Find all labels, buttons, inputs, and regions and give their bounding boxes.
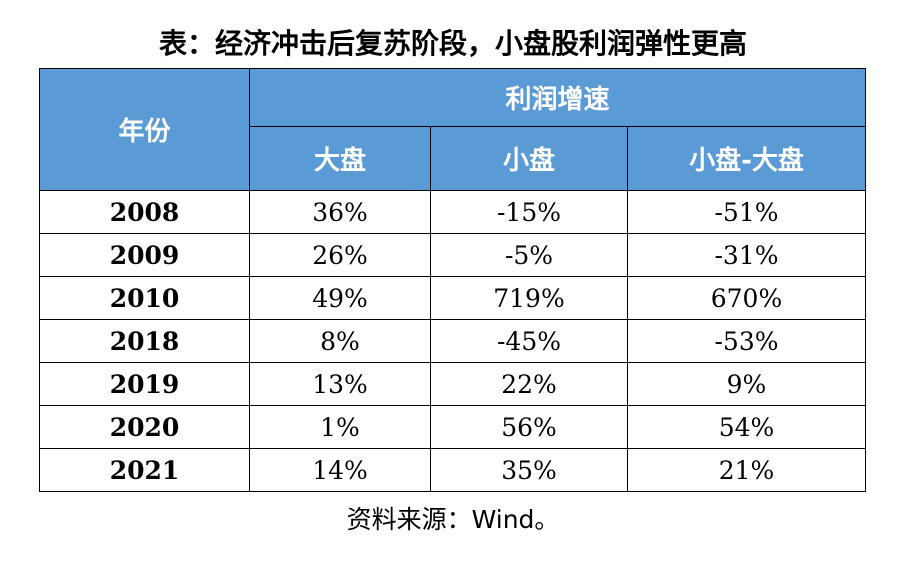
profit-growth-table: 年份 利润增速 大盘 小盘 小盘-大盘 2008 36% -15% -51% 2…	[39, 68, 866, 492]
large-cap-cell: 1%	[249, 405, 431, 449]
source-note: 资料来源：Wind。	[346, 505, 560, 534]
large-cap-cell: 8%	[249, 319, 431, 363]
table-body: 2008 36% -15% -51% 2009 26% -5% -31% 201…	[39, 190, 866, 492]
small-cap-cell: 719%	[430, 276, 628, 320]
large-cap-cell: 14%	[249, 448, 431, 492]
table-row: 2019 13% 22% 9%	[39, 362, 866, 406]
year-cell: 2021	[39, 448, 250, 492]
table-row: 2021 14% 35% 21%	[39, 448, 866, 492]
small-minus-large-header: 小盘-大盘	[627, 126, 866, 191]
small-cap-cell: 22%	[430, 362, 628, 406]
table-row: 2010 49% 719% 670%	[39, 276, 866, 320]
diff-cell: 670%	[627, 276, 866, 320]
diff-cell: 21%	[627, 448, 866, 492]
table-row: 2009 26% -5% -31%	[39, 233, 866, 277]
year-cell: 2010	[39, 276, 250, 320]
large-cap-cell: 26%	[249, 233, 431, 277]
large-cap-cell: 49%	[249, 276, 431, 320]
year-cell: 2018	[39, 319, 250, 363]
table-row: 2018 8% -45% -53%	[39, 319, 866, 363]
diff-cell: -53%	[627, 319, 866, 363]
year-header: 年份	[39, 68, 250, 191]
diff-cell: -51%	[627, 190, 866, 234]
small-cap-header: 小盘	[430, 126, 628, 191]
table-row: 2008 36% -15% -51%	[39, 190, 866, 234]
year-cell: 2020	[39, 405, 250, 449]
small-cap-cell: -15%	[430, 190, 628, 234]
header-row-columns: 大盘 小盘 小盘-大盘	[40, 126, 866, 191]
diff-cell: 9%	[627, 362, 866, 406]
profit-growth-header: 利润增速	[249, 68, 866, 127]
table-row: 2020 1% 56% 54%	[39, 405, 866, 449]
diff-cell: -31%	[627, 233, 866, 277]
table-title: 表：经济冲击后复苏阶段，小盘股利润弹性更高	[158, 27, 747, 60]
year-cell: 2008	[39, 190, 250, 234]
small-cap-cell: 35%	[430, 448, 628, 492]
small-cap-cell: -45%	[430, 319, 628, 363]
table-header: 年份 利润增速 大盘 小盘 小盘-大盘	[39, 68, 866, 191]
header-row-group: 年份 利润增速	[39, 68, 866, 191]
year-cell: 2009	[39, 233, 250, 277]
small-cap-cell: 56%	[430, 405, 628, 449]
large-cap-header: 大盘	[249, 126, 431, 191]
small-cap-cell: -5%	[430, 233, 628, 277]
year-cell: 2019	[39, 362, 250, 406]
diff-cell: 54%	[627, 405, 866, 449]
large-cap-cell: 36%	[249, 190, 431, 234]
large-cap-cell: 13%	[249, 362, 431, 406]
